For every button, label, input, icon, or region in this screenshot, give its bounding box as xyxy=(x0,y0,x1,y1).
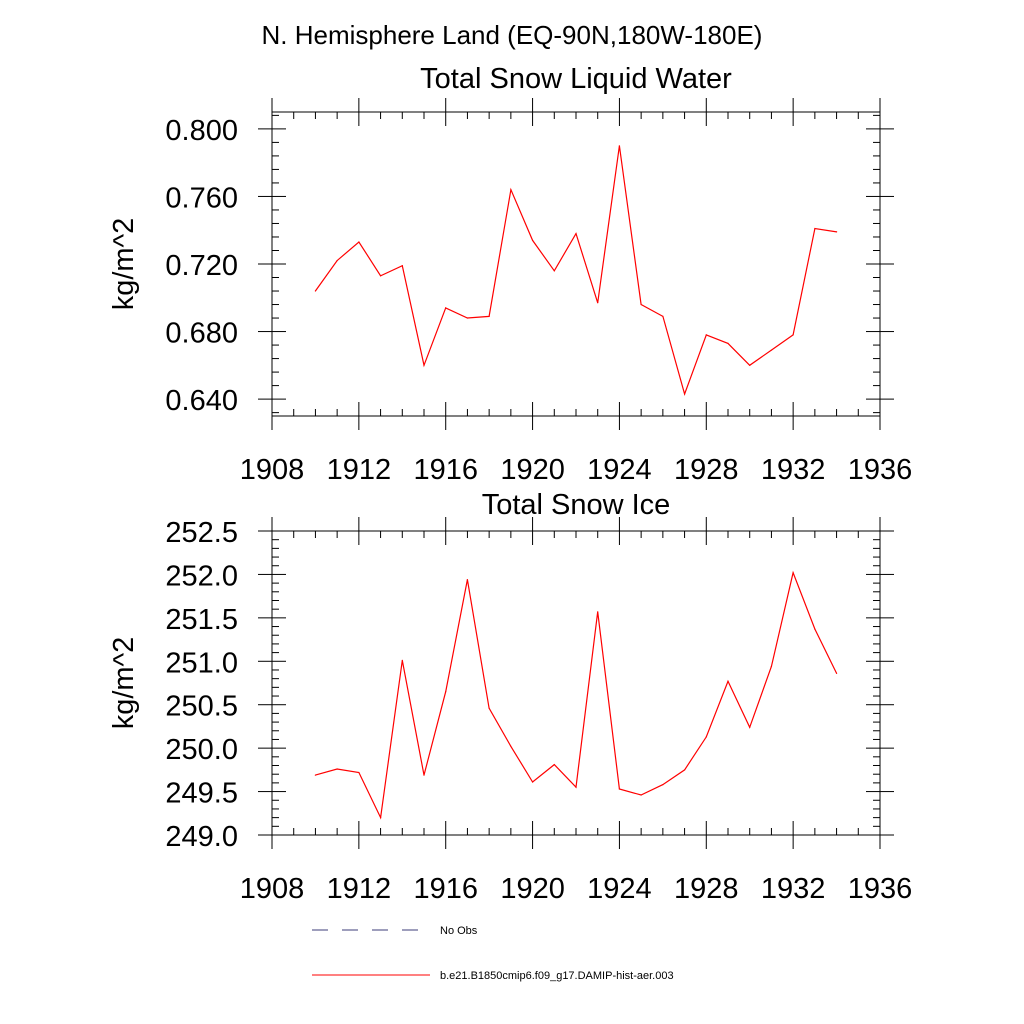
data-point xyxy=(814,628,816,630)
data-point xyxy=(314,774,316,776)
data-point xyxy=(836,672,838,675)
data-point xyxy=(618,145,621,147)
x-tick-label: 1920 xyxy=(500,454,565,486)
data-point xyxy=(597,611,599,613)
data-point xyxy=(575,233,577,235)
x-tick-label: 1932 xyxy=(761,454,826,486)
y-tick-label: 252.5 xyxy=(165,517,238,549)
plot-total-snow-ice: Total Snow Ice kg/m^2 1908 1912 1916 1920 19… xyxy=(108,489,912,905)
data-point xyxy=(836,231,838,233)
y-tick-label: 0.720 xyxy=(165,250,238,282)
y-tick-label: 251.5 xyxy=(165,604,238,636)
x-tick-label: 1908 xyxy=(240,454,305,486)
chart-title: Total Snow Liquid Water xyxy=(420,63,732,95)
data-point xyxy=(336,768,338,770)
data-point xyxy=(445,307,447,309)
data-point xyxy=(553,764,555,766)
data-point xyxy=(553,270,555,272)
data-point xyxy=(770,665,773,668)
data-point xyxy=(684,393,686,395)
x-tick-label: 1932 xyxy=(761,873,826,905)
y-tick-label: 0.760 xyxy=(165,182,238,214)
data-point xyxy=(358,241,360,243)
data-point xyxy=(423,364,425,366)
x-tick-label: 1912 xyxy=(327,873,392,905)
data-point xyxy=(532,239,534,241)
data-point xyxy=(684,769,686,771)
x-tick-label: 1936 xyxy=(848,454,913,486)
data-point xyxy=(336,260,338,262)
data-point xyxy=(749,726,751,728)
y-tick-label: 0.800 xyxy=(165,115,238,147)
data-point xyxy=(727,680,729,682)
chart-title: Total Snow Ice xyxy=(482,489,671,521)
x-tick-label: 1916 xyxy=(413,454,478,486)
data-point xyxy=(749,364,751,366)
data-point xyxy=(640,303,642,306)
data-point xyxy=(662,784,664,786)
data-point xyxy=(380,817,382,819)
x-tick-label: 1908 xyxy=(240,873,305,905)
data-point xyxy=(358,771,360,774)
x-tick-label: 1916 xyxy=(413,873,478,905)
series-line xyxy=(314,145,837,396)
data-point xyxy=(423,774,425,776)
data-point xyxy=(380,275,382,277)
data-point xyxy=(597,302,599,304)
legend: No Obs b.e21.B1850cmip6.f09_g17.DAMIP-hi… xyxy=(312,925,674,982)
data-point xyxy=(466,579,468,581)
y-tick-label: 0.640 xyxy=(165,385,238,417)
y-tick-label: 252.0 xyxy=(165,560,238,592)
data-point xyxy=(401,659,403,662)
x-tick-label: 1936 xyxy=(848,873,913,905)
series-line xyxy=(315,570,838,820)
y-axis-label: kg/m^2 xyxy=(108,637,140,730)
data-point xyxy=(705,736,707,738)
data-point xyxy=(705,334,707,336)
y-tick-label: 250.0 xyxy=(165,734,238,766)
data-point xyxy=(640,794,642,796)
legend-label-model: b.e21.B1850cmip6.f09_g17.DAMIP-hist-aer.… xyxy=(440,970,674,982)
y-tick-label: 0.680 xyxy=(165,318,238,350)
plot-frame xyxy=(271,530,881,836)
data-point xyxy=(618,788,621,790)
y-tick-label: 250.5 xyxy=(165,691,238,723)
data-point xyxy=(510,189,512,191)
y-axis-label: kg/m^2 xyxy=(108,218,140,311)
data-point xyxy=(792,334,794,336)
data-point xyxy=(814,227,816,230)
data-point xyxy=(575,786,577,788)
x-tick-label: 1928 xyxy=(674,873,739,905)
data-point xyxy=(662,315,664,317)
data-point xyxy=(488,315,490,317)
data-point xyxy=(314,290,316,292)
data-point xyxy=(792,572,794,574)
y-tick-label: 249.0 xyxy=(165,821,238,853)
data-point xyxy=(445,691,447,693)
x-tick-label: 1928 xyxy=(674,454,739,486)
data-point xyxy=(466,317,468,319)
y-tick-label: 249.5 xyxy=(165,778,238,810)
plot-frame xyxy=(271,111,881,417)
plot-total-snow-liquid-water: Total Snow Liquid Water kg/m^2 1908 1912 1… xyxy=(108,63,912,486)
legend-label-no-obs: No Obs xyxy=(440,925,478,937)
data-point xyxy=(488,707,490,709)
x-tick-label: 1920 xyxy=(500,873,565,905)
data-point xyxy=(532,781,534,783)
data-point xyxy=(727,342,729,344)
data-point xyxy=(770,349,773,351)
data-point xyxy=(401,265,403,267)
y-tick-label: 251.0 xyxy=(165,647,238,679)
page-title: N. Hemisphere Land (EQ-90N,180W-180E) xyxy=(262,20,763,50)
x-tick-label: 1924 xyxy=(587,454,652,486)
data-point xyxy=(510,745,512,748)
x-tick-label: 1912 xyxy=(327,454,392,486)
x-tick-label: 1924 xyxy=(587,873,652,905)
